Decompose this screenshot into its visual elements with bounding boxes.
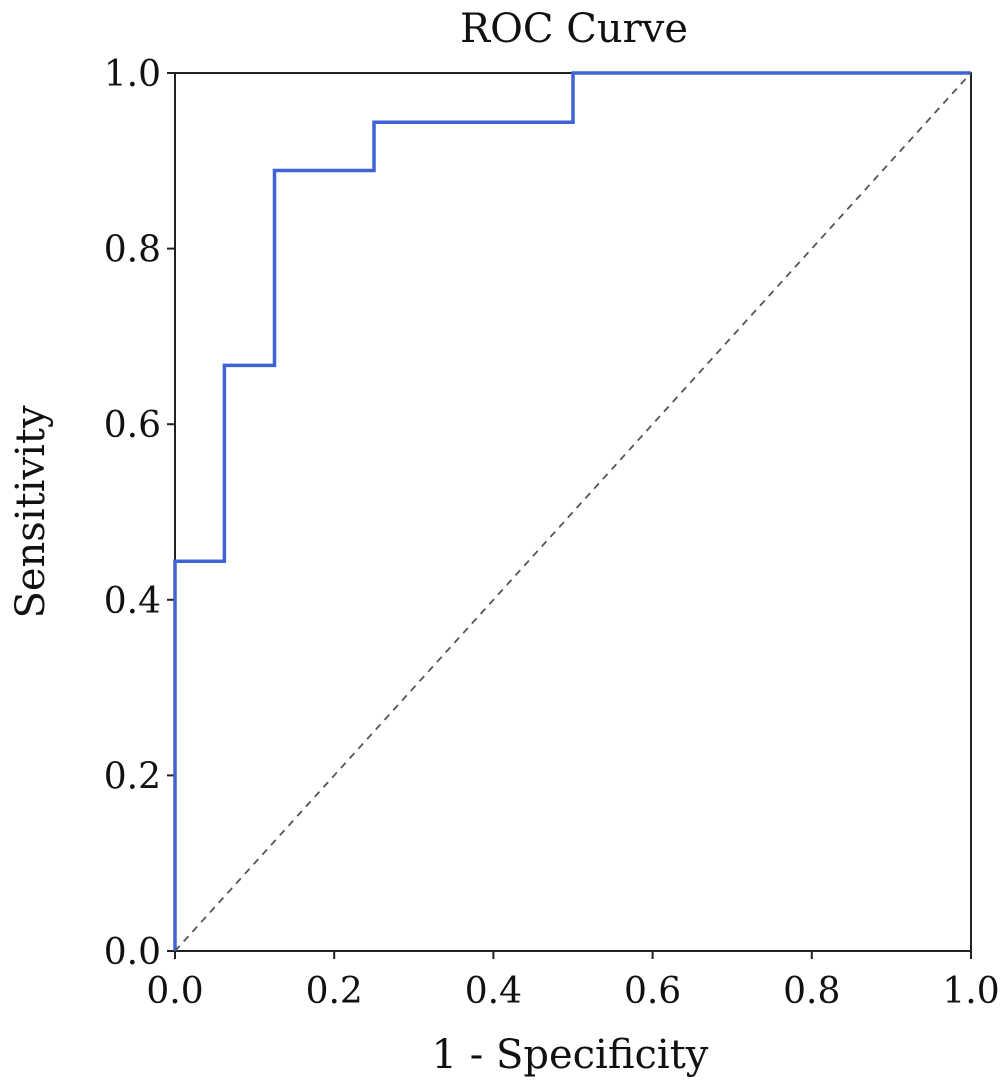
x-axis-ticks: 0.0 0.2 0.4 0.6 0.8 1.0 [146, 951, 1000, 1012]
x-axis-title: 1 - Specificity [432, 1032, 709, 1078]
x-tick-label: 0.2 [306, 971, 363, 1012]
chart-title: ROC Curve [460, 6, 688, 52]
y-axis-title: Sensitivity [8, 405, 54, 618]
reference-diagonal-line [174, 72, 972, 952]
y-tick-label: 1.0 [104, 54, 161, 95]
series-layer [173, 71, 972, 952]
x-tick-label: 0.4 [465, 971, 522, 1012]
y-tick-label: 0.6 [104, 405, 161, 446]
y-tick-label: 0.0 [104, 932, 161, 973]
roc-curve-line [173, 71, 971, 951]
x-tick-label: 1.0 [942, 971, 999, 1012]
x-tick-label: 0.8 [783, 971, 840, 1012]
y-tick-label: 0.4 [104, 581, 161, 622]
y-tick-label: 0.2 [104, 756, 161, 797]
x-tick-label: 0.6 [624, 971, 681, 1012]
y-axis-ticks: 0.0 0.2 0.4 0.6 0.8 1.0 [104, 54, 175, 973]
y-tick-label: 0.8 [104, 230, 161, 271]
x-tick-label: 0.0 [146, 971, 203, 1012]
